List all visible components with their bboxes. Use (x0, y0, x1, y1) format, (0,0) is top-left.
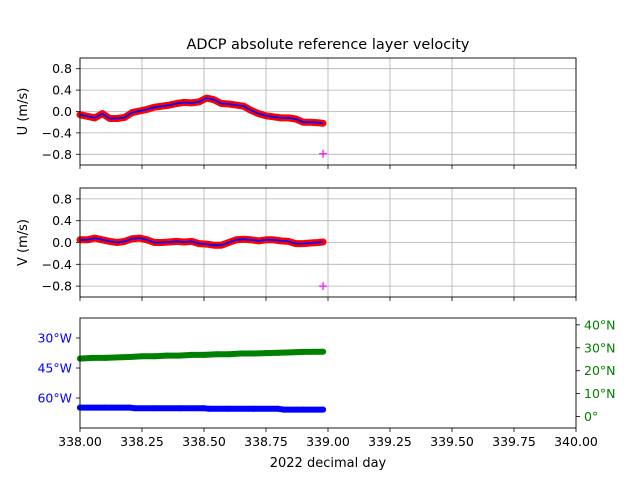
lon-ytick-label: 60°W (37, 391, 72, 406)
lon-data-point (300, 406, 307, 413)
u-axes-frame (79, 57, 577, 166)
v-ytick-label: −0.4 (42, 257, 72, 272)
pos-xtick-label: 339.50 (430, 434, 474, 449)
lat-ytick-label: 20°N (584, 363, 616, 378)
lat-data-point (250, 350, 257, 357)
v-ytick-label: 0.0 (52, 235, 72, 250)
chart-title: ADCP absolute reference layer velocity (186, 37, 469, 53)
pos-xtick-label: 338.25 (120, 434, 164, 449)
u-ytick-label: 0.0 (52, 104, 72, 119)
lat-data-point (300, 348, 307, 355)
v-axes-frame (79, 187, 577, 298)
lat-data-point (188, 351, 195, 358)
v-ytick-label: 0.4 (52, 213, 72, 228)
position-panel: 60°W 45°W 30°W 0° 10°N 20°N 30°N 40°N 338.00 338.… (37, 317, 615, 471)
lat-data-point (320, 348, 327, 355)
lon-data-point (280, 406, 287, 413)
lon-data-point (176, 405, 183, 412)
lat-data-point (213, 351, 220, 358)
v-series-line (80, 237, 324, 247)
pos-xtick-label: 338.00 (58, 434, 102, 449)
v-ytick-label: −0.8 (42, 279, 72, 294)
lon-data-point (126, 404, 133, 411)
lon-ytick-label: 45°W (37, 361, 72, 376)
lat-ytick-label: 30°N (584, 340, 616, 355)
pos-axes-frame (79, 317, 577, 429)
lat-data-point (201, 351, 207, 358)
lon-data-point (250, 405, 257, 412)
lat-data-point (126, 353, 133, 360)
u-data-point (319, 120, 327, 127)
lon-data-point (225, 405, 232, 412)
lat-data-point (275, 349, 282, 356)
lon-data-point (101, 404, 108, 411)
lat-data-point (263, 350, 269, 357)
pos-xtick-label: 338.75 (244, 434, 288, 449)
lat-ytick-label: 10°N (584, 386, 616, 401)
lat-data-point (225, 351, 232, 358)
v-data-point (319, 238, 327, 246)
lon-data-point (205, 405, 212, 412)
v-velocity-panel: −0.8 −0.4 0.0 0.4 0.8 V (m/s) (16, 187, 577, 301)
pos-xtick-label: 339.75 (492, 434, 536, 449)
pos-xtick-label: 339.00 (306, 434, 350, 449)
lat-data-point (287, 349, 294, 356)
lon-data-point (275, 405, 282, 412)
lon-data-point (320, 406, 327, 413)
lon-ytick-label: 30°W (37, 331, 72, 346)
lat-data-point (163, 352, 170, 359)
lat-data-point (139, 353, 145, 360)
u-ytick-label: 0.8 (52, 61, 72, 76)
u-ytick-label: −0.8 (42, 147, 72, 162)
lat-data-point (101, 354, 108, 361)
lat-data-point (176, 352, 183, 359)
u-velocity-panel: −0.8 −0.4 0.0 0.4 0.8 U (m/s) (16, 57, 577, 169)
lat-data-point (151, 353, 158, 360)
v-ytick-label: 0.8 (52, 191, 72, 206)
u-plus-marker (319, 149, 328, 158)
lat-ytick-label: 0° (584, 409, 598, 424)
lon-data-point (131, 405, 138, 412)
lat-data-point (238, 350, 245, 357)
lat-data-point (89, 354, 96, 361)
xaxis-label: 2022 decimal day (270, 456, 387, 471)
lat-ytick-label: 40°N (584, 317, 616, 332)
v-ylabel: V (m/s) (16, 219, 31, 266)
v-plus-marker (319, 282, 328, 291)
u-ytick-label: 0.4 (52, 83, 72, 98)
pos-xtick-label: 339.25 (368, 434, 412, 449)
lon-data-point (201, 405, 207, 412)
u-ytick-label: −0.4 (42, 125, 72, 140)
u-ylabel: U (m/s) (16, 88, 31, 136)
u-series-line (79, 97, 324, 125)
pos-xtick-label: 340.00 (554, 434, 598, 449)
pos-xtick-label: 338.50 (182, 434, 226, 449)
lon-data-point (151, 405, 158, 412)
